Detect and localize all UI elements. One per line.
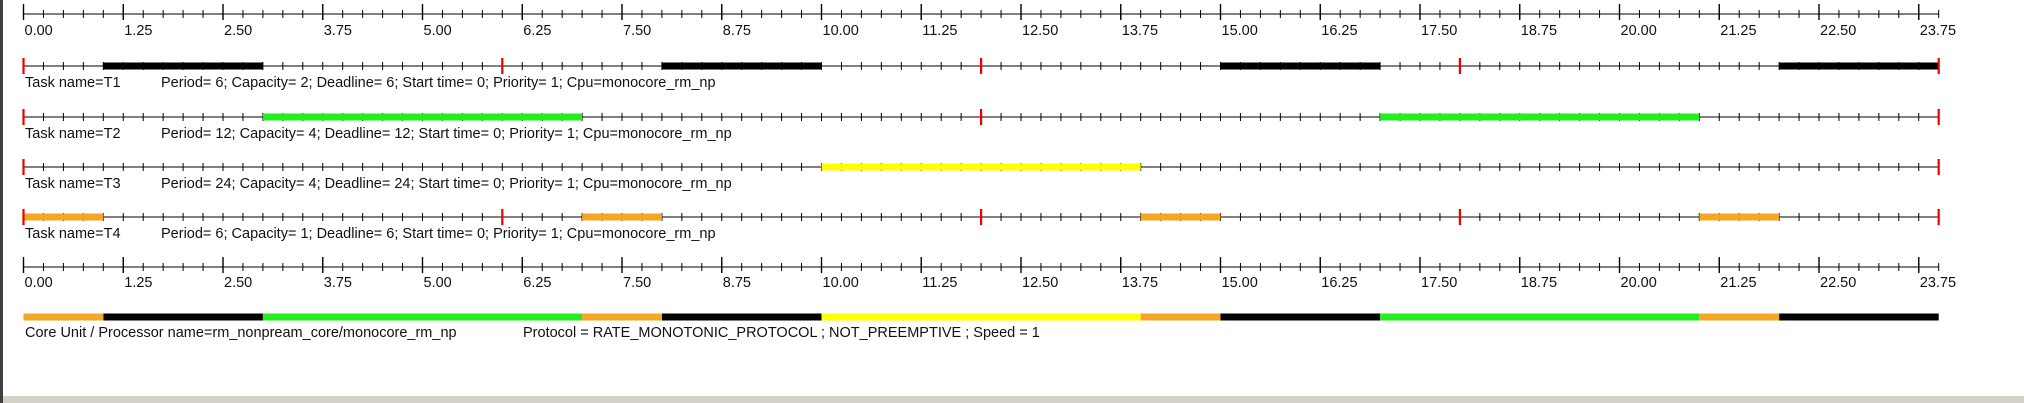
top-time-axis-tick-label: 7.50	[623, 23, 651, 39]
top-time-axis-tick-label: 3.75	[324, 23, 352, 39]
bottom-time-axis-tick-label: 3.75	[324, 275, 352, 291]
window-left-edge	[0, 0, 3, 403]
top-time-axis-tick-label: 10.00	[823, 23, 859, 39]
processor-schedule-bar-t4	[1699, 313, 1780, 321]
gantt-canvas: 0.00 1.25 2.50 3.75 5.00 6.25 7.50 8.75 10.00 11.…	[3, 0, 2024, 396]
task-t1-execution-bar	[661, 62, 822, 70]
bottom-time-axis-tick-label: 10.00	[823, 275, 859, 291]
top-time-axis-tick-label: 15.00	[1222, 23, 1258, 39]
top-time-axis-tick-label: 2.50	[224, 23, 252, 39]
task-t3-name: Task name=T3	[25, 176, 121, 192]
top-time-axis-tick-label: 20.00	[1621, 23, 1657, 39]
processor-schedule-bar-t1	[661, 313, 822, 321]
task-t1-execution-bar	[103, 62, 263, 70]
task-t4-execution-bar	[1699, 213, 1780, 221]
task-t1-name: Task name=T1	[25, 75, 121, 91]
task-t4-execution-bar	[582, 213, 662, 221]
top-time-axis-tick-label: 22.50	[1820, 23, 1856, 39]
top-time-axis-tick-label: 6.25	[523, 23, 551, 39]
processor-schedule-bar-t1	[1779, 313, 1939, 321]
bottom-time-axis-tick-label: 0.00	[25, 275, 53, 291]
bottom-time-axis-tick-label: 8.75	[723, 275, 751, 291]
top-time-axis-tick-label: 11.25	[922, 23, 957, 39]
task-t4-execution-bar	[23, 213, 104, 221]
bottom-time-axis-tick-label: 15.00	[1222, 275, 1258, 291]
bottom-time-axis-tick-label: 16.25	[1321, 275, 1357, 291]
top-time-axis-tick-label: 17.50	[1421, 23, 1457, 39]
bottom-time-axis-tick-label: 22.50	[1820, 275, 1856, 291]
bottom-time-axis-tick-label: 12.50	[1022, 275, 1058, 291]
processor-schedule-bar-t1	[1220, 313, 1381, 321]
processor-schedule-bar-t3	[821, 313, 1141, 321]
bottom-time-axis-tick-label: 2.50	[224, 275, 252, 291]
task-t2-execution-bar	[1380, 113, 1700, 121]
task-t4-info: Period= 6; Capacity= 1; Deadline= 6; Sta…	[161, 226, 716, 242]
top-time-axis-tick-label: 8.75	[723, 23, 751, 39]
bottom-time-axis-tick-label: 11.25	[922, 275, 957, 291]
bottom-time-axis-tick-label: 7.50	[623, 275, 651, 291]
bottom-time-axis-tick-label: 13.75	[1122, 275, 1158, 291]
top-time-axis-tick-label: 5.00	[424, 23, 452, 39]
task-t1-execution-bar	[1779, 62, 1939, 70]
top-time-axis-tick-label: 16.25	[1321, 23, 1357, 39]
task-t1-execution-bar	[1220, 62, 1381, 70]
top-time-axis-tick-label: 13.75	[1122, 23, 1158, 39]
task-t2-info: Period= 12; Capacity= 4; Deadline= 12; S…	[161, 126, 732, 142]
bottom-time-axis-tick-label: 6.25	[523, 275, 551, 291]
bottom-time-axis-tick-label: 20.00	[1621, 275, 1657, 291]
task-t1-info: Period= 6; Capacity= 2; Deadline= 6; Sta…	[161, 75, 716, 91]
processor-schedule-bar-t4	[23, 313, 104, 321]
processor-name: Core Unit / Processor name=rm_nonpream_c…	[25, 325, 457, 341]
top-time-axis-tick-label: 21.25	[1720, 23, 1756, 39]
processor-schedule-bar-t1	[103, 313, 263, 321]
processor-schedule-bar-t2	[262, 313, 583, 321]
task-t2-name: Task name=T2	[25, 126, 121, 142]
task-t4-execution-bar	[1140, 213, 1221, 221]
processor-schedule-bar-t2	[1380, 313, 1700, 321]
top-time-axis-tick-label: 12.50	[1022, 23, 1058, 39]
scheduling-timeline: 0.00 1.25 2.50 3.75 5.00 6.25 7.50 8.75 10.00 11.…	[22, 4, 1956, 341]
top-time-axis-tick-label: 23.75	[1920, 23, 1956, 39]
bottom-time-axis-tick-label: 18.75	[1521, 275, 1557, 291]
processor-schedule-bar-t4	[1140, 313, 1221, 321]
bottom-time-axis-tick-label: 23.75	[1920, 275, 1956, 291]
bottom-time-axis-tick-label: 17.50	[1421, 275, 1457, 291]
top-time-axis-tick-label: 1.25	[124, 23, 152, 39]
processor-schedule-bar-t4	[582, 313, 662, 321]
bottom-time-axis-tick-label: 1.25	[124, 275, 152, 291]
task-t2-execution-bar	[262, 113, 583, 121]
task-t3-info: Period= 24; Capacity= 4; Deadline= 24; S…	[161, 176, 732, 192]
bottom-time-axis-tick-label: 5.00	[424, 275, 452, 291]
processor-protocol: Protocol = RATE_MONOTONIC_PROTOCOL ; NOT…	[523, 325, 1040, 341]
top-time-axis-tick-label: 18.75	[1521, 23, 1557, 39]
top-time-axis-tick-label: 0.00	[25, 23, 53, 39]
task-t4-name: Task name=T4	[25, 226, 121, 242]
bottom-time-axis-tick-label: 21.25	[1720, 275, 1756, 291]
task-t3-execution-bar	[821, 163, 1141, 171]
